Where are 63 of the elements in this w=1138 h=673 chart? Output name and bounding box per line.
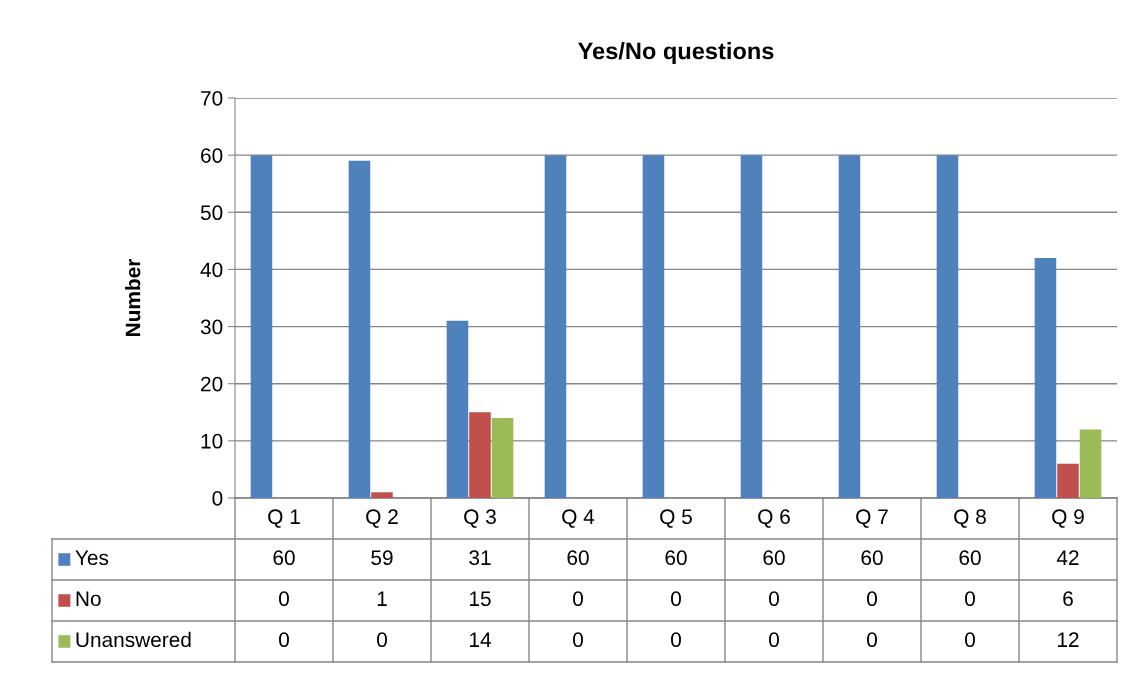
- bar: [491, 418, 514, 498]
- data-label: 0: [279, 632, 289, 648]
- x-tick-label: Q 6: [758, 509, 790, 528]
- bar: [348, 160, 371, 498]
- legend-label: Yes: [75, 550, 109, 566]
- x-tick-label: Q 7: [856, 509, 888, 528]
- data-label: 60: [273, 550, 295, 566]
- data-label: 0: [867, 632, 877, 648]
- bar: [371, 492, 393, 498]
- y-tick-label: 20: [201, 376, 223, 392]
- data-label: 31: [469, 550, 491, 566]
- x-tick-label: Q 3: [464, 509, 496, 528]
- x-tick-label: Q 9: [1052, 509, 1084, 528]
- chart-title: Yes/No questions: [578, 42, 774, 65]
- bar: [642, 155, 665, 498]
- data-label: 14: [470, 632, 491, 647]
- data-label: 0: [671, 632, 681, 648]
- data-label: 0: [867, 591, 877, 607]
- x-tick-label: Q 8: [954, 509, 986, 528]
- data-label: 0: [377, 632, 387, 648]
- y-axis-title: Number: [125, 258, 141, 336]
- x-tick-label: Q 5: [660, 509, 692, 528]
- data-label: 0: [965, 632, 975, 648]
- x-tick-label: Q 4: [562, 509, 595, 528]
- bar: [544, 155, 567, 498]
- y-tick-label: 10: [201, 433, 223, 449]
- legend-label: No: [76, 591, 101, 607]
- data-label: 0: [573, 591, 583, 607]
- y-tick-label: 70: [201, 91, 223, 106]
- y-tick-label: 40: [200, 262, 223, 278]
- data-label: 60: [959, 550, 981, 566]
- y-tick-label: 0: [212, 491, 223, 506]
- bar: [1034, 258, 1057, 498]
- data-label: 0: [769, 591, 779, 607]
- y-tick-label: 50: [200, 205, 223, 221]
- data-label: 15: [470, 591, 491, 607]
- data-label: 0: [671, 591, 681, 607]
- y-tick-label: 60: [201, 148, 223, 163]
- bar: [936, 155, 959, 498]
- bar: [838, 155, 861, 498]
- bar: [1079, 429, 1102, 498]
- data-label: 60: [665, 550, 687, 566]
- data-label: 60: [763, 550, 785, 566]
- data-label: 60: [567, 550, 589, 566]
- bar: [446, 320, 469, 498]
- data-label: 12: [1058, 632, 1079, 647]
- data-label: 0: [279, 591, 289, 607]
- data-label: 60: [861, 550, 883, 566]
- legend-label: Unanswered: [76, 631, 191, 648]
- bar: [250, 155, 273, 498]
- data-label: 42: [1056, 550, 1079, 565]
- data-label: 0: [573, 632, 583, 648]
- bar: [469, 412, 491, 498]
- x-tick-label: Q 1: [268, 509, 300, 528]
- data-label: 6: [1063, 591, 1073, 607]
- x-tick-label: Q 2: [366, 509, 398, 528]
- data-label: 1: [377, 591, 387, 606]
- data-label: 0: [965, 591, 975, 607]
- data-label: 59: [371, 550, 393, 566]
- y-tick-label: 30: [200, 319, 223, 335]
- data-label: 0: [769, 632, 779, 648]
- bar: [1057, 463, 1079, 498]
- bar: [740, 155, 763, 498]
